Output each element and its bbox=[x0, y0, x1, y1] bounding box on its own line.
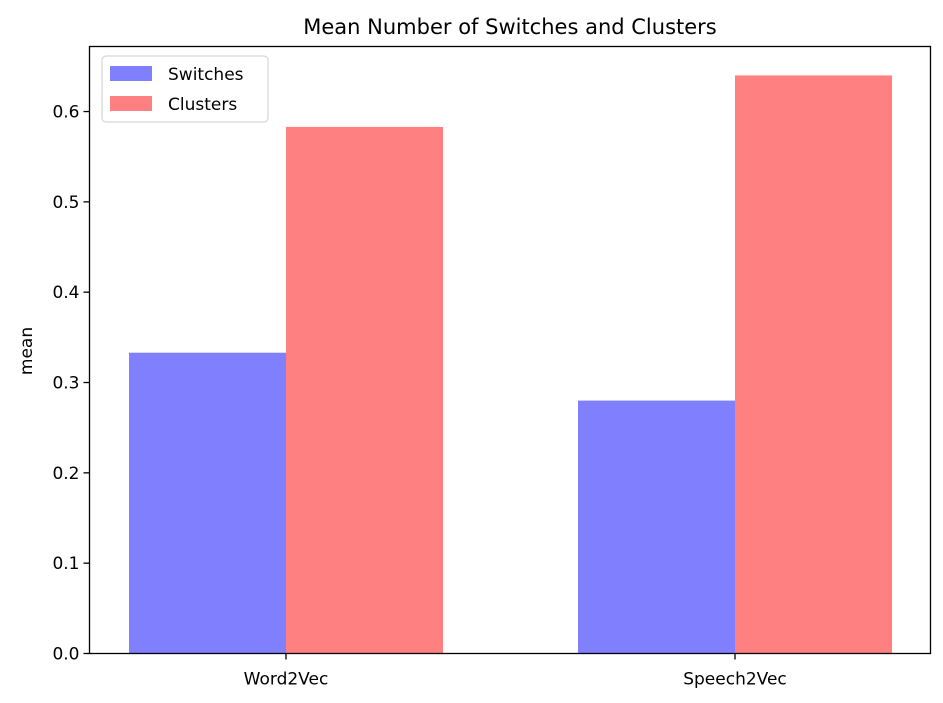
bar-switches-word2vec bbox=[129, 352, 286, 654]
plot-frame bbox=[88, 45, 932, 655]
legend-label-switches: Switches bbox=[168, 65, 244, 85]
chart-title: Mean Number of Switches and Clusters bbox=[303, 15, 716, 39]
y-tick-label: 0.0 bbox=[52, 645, 79, 665]
y-tick-label: 0.5 bbox=[52, 193, 79, 213]
y-axis-label: mean bbox=[17, 327, 37, 375]
bar-clusters-word2vec bbox=[286, 126, 443, 654]
legend-label-clusters: Clusters bbox=[168, 95, 237, 115]
x-tick-label: Speech2Vec bbox=[683, 670, 787, 690]
y-tick-label: 0.3 bbox=[52, 374, 79, 394]
y-tick-label: 0.1 bbox=[52, 554, 79, 574]
bar-clusters-speech2vec bbox=[735, 75, 892, 654]
y-tick-label: 0.2 bbox=[52, 464, 79, 484]
y-tick-label: 0.4 bbox=[52, 283, 79, 303]
legend: Switches Clusters bbox=[101, 55, 269, 123]
bars-layer bbox=[129, 75, 892, 654]
legend-swatch-switches bbox=[110, 66, 152, 81]
x-tick-label: Word2Vec bbox=[244, 670, 329, 690]
bar-switches-speech2vec bbox=[578, 400, 735, 654]
x-axis: Word2Vec Speech2Vec bbox=[244, 653, 787, 690]
y-axis: 0.0 0.1 0.2 0.3 0.4 0.5 0.6 bbox=[52, 103, 90, 665]
legend-swatch-clusters bbox=[110, 96, 152, 111]
y-tick-label: 0.6 bbox=[52, 103, 79, 123]
